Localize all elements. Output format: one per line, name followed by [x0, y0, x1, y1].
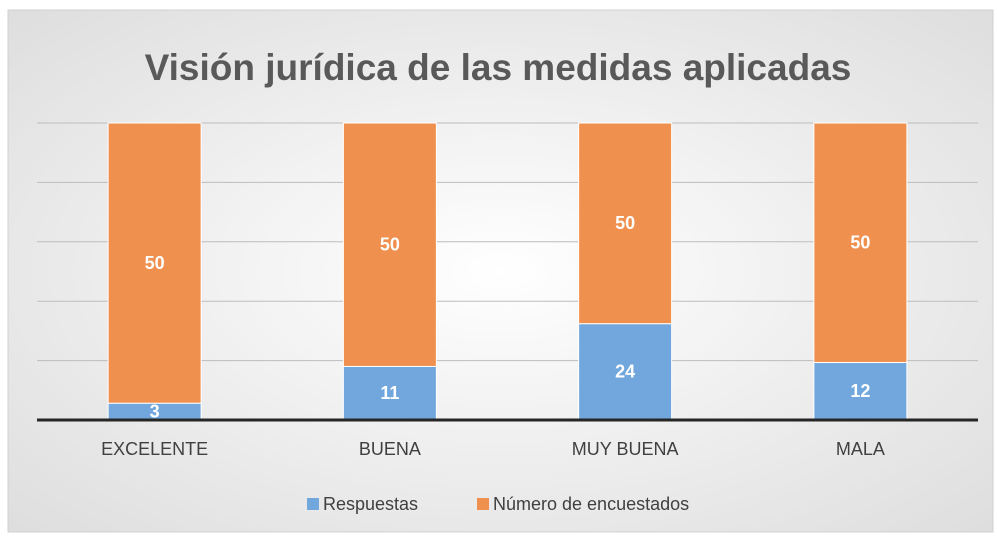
legend-swatch — [307, 498, 319, 510]
bar-segment — [813, 122, 908, 364]
legend-label: Respuestas — [323, 494, 418, 514]
x-tick-label: EXCELENTE — [101, 439, 208, 459]
data-label: 24 — [615, 362, 635, 382]
data-label: 50 — [615, 213, 635, 233]
bar-segment — [342, 122, 437, 367]
data-label: 50 — [380, 234, 400, 254]
x-tick-label: MUY BUENA — [572, 439, 679, 459]
bar-segment — [578, 122, 673, 325]
x-tick-label: MALA — [836, 439, 885, 459]
bar-segment — [107, 122, 202, 404]
legend-swatch — [477, 498, 489, 510]
chart-title: Visión jurídica de las medidas aplicadas — [145, 47, 852, 88]
data-label: 3 — [150, 401, 160, 421]
data-label: 12 — [850, 381, 870, 401]
data-label: 50 — [850, 233, 870, 253]
data-label: 11 — [380, 383, 399, 403]
x-tick-label: BUENA — [359, 439, 421, 459]
legend-label: Número de encuestados — [493, 494, 689, 514]
data-label: 50 — [145, 253, 165, 273]
